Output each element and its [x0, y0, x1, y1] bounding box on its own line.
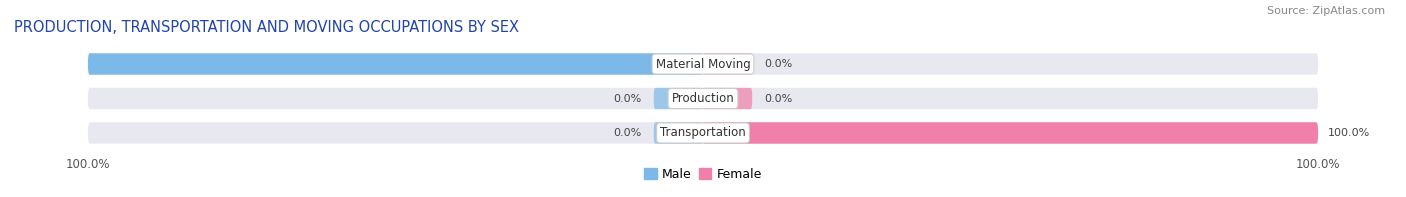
FancyBboxPatch shape — [87, 53, 703, 75]
FancyBboxPatch shape — [87, 88, 1319, 109]
FancyBboxPatch shape — [654, 88, 703, 109]
Text: Transportation: Transportation — [661, 126, 745, 139]
FancyBboxPatch shape — [87, 122, 1319, 144]
Text: 0.0%: 0.0% — [765, 94, 793, 103]
Text: 0.0%: 0.0% — [765, 59, 793, 69]
FancyBboxPatch shape — [703, 122, 1319, 144]
Text: Source: ZipAtlas.com: Source: ZipAtlas.com — [1267, 6, 1385, 16]
Text: Production: Production — [672, 92, 734, 105]
Legend: Male, Female: Male, Female — [640, 163, 766, 186]
FancyBboxPatch shape — [703, 53, 752, 75]
FancyBboxPatch shape — [87, 53, 1319, 75]
Text: 100.0%: 100.0% — [1327, 128, 1369, 138]
FancyBboxPatch shape — [654, 122, 703, 144]
Text: PRODUCTION, TRANSPORTATION AND MOVING OCCUPATIONS BY SEX: PRODUCTION, TRANSPORTATION AND MOVING OC… — [14, 20, 519, 35]
FancyBboxPatch shape — [703, 88, 752, 109]
Text: 0.0%: 0.0% — [613, 128, 641, 138]
Text: 0.0%: 0.0% — [613, 94, 641, 103]
Text: Material Moving: Material Moving — [655, 58, 751, 71]
Text: 100.0%: 100.0% — [32, 59, 79, 69]
